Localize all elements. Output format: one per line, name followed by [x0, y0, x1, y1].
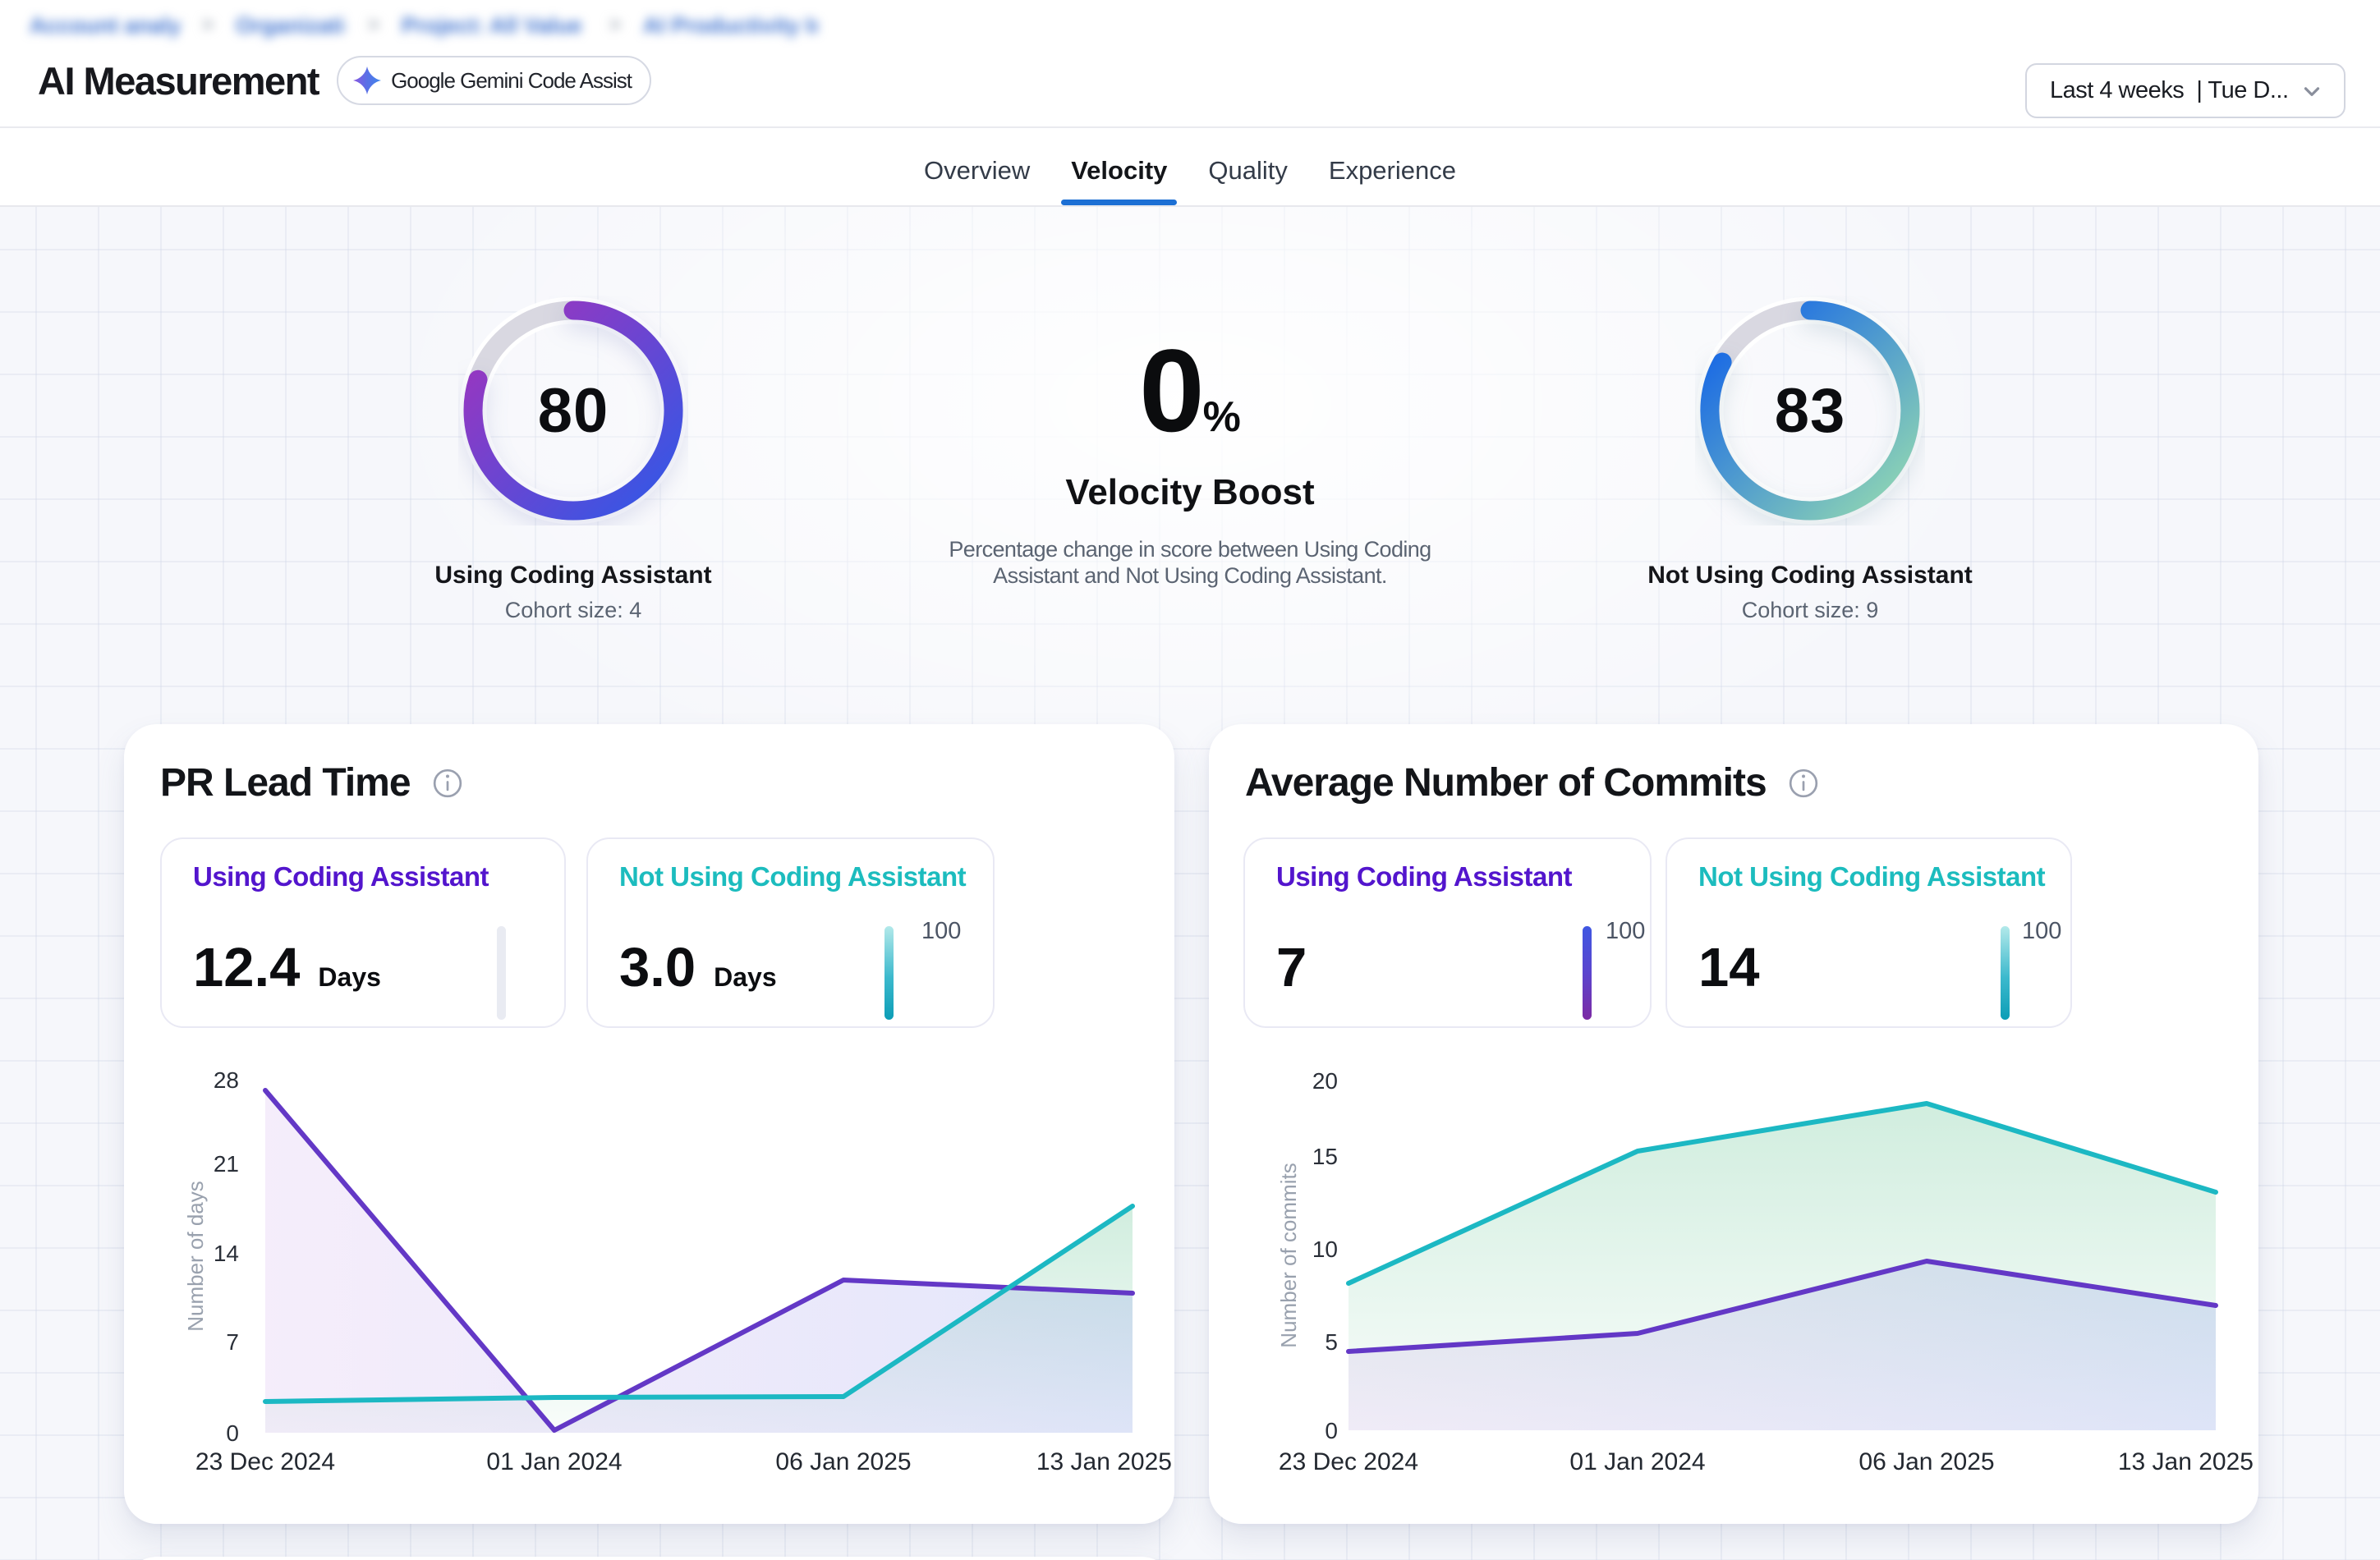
svg-text:28: 28 [214, 1067, 239, 1093]
svg-text:0: 0 [226, 1420, 239, 1446]
svg-text:23 Dec 2024: 23 Dec 2024 [1279, 1448, 1418, 1475]
svg-text:20: 20 [1312, 1068, 1338, 1094]
svg-text:13 Jan 2025: 13 Jan 2025 [2118, 1448, 2254, 1475]
svg-text:21: 21 [214, 1151, 239, 1177]
svg-text:Number of days: Number of days [183, 1181, 208, 1332]
svg-text:06 Jan 2025: 06 Jan 2025 [775, 1448, 911, 1475]
svg-text:01 Jan 2024: 01 Jan 2024 [1569, 1448, 1705, 1475]
svg-text:10: 10 [1312, 1237, 1338, 1262]
svg-text:0: 0 [1325, 1418, 1338, 1443]
svg-text:14: 14 [214, 1241, 239, 1266]
svg-text:15: 15 [1312, 1144, 1338, 1169]
svg-text:Number of commits: Number of commits [1276, 1163, 1301, 1347]
svg-text:5: 5 [1325, 1329, 1338, 1355]
svg-text:06 Jan 2025: 06 Jan 2025 [1859, 1448, 1994, 1475]
svg-text:01 Jan 2024: 01 Jan 2024 [486, 1448, 622, 1475]
svg-text:13 Jan 2025: 13 Jan 2025 [1036, 1448, 1172, 1475]
svg-text:7: 7 [226, 1329, 239, 1355]
svg-text:23 Dec 2024: 23 Dec 2024 [195, 1448, 335, 1475]
